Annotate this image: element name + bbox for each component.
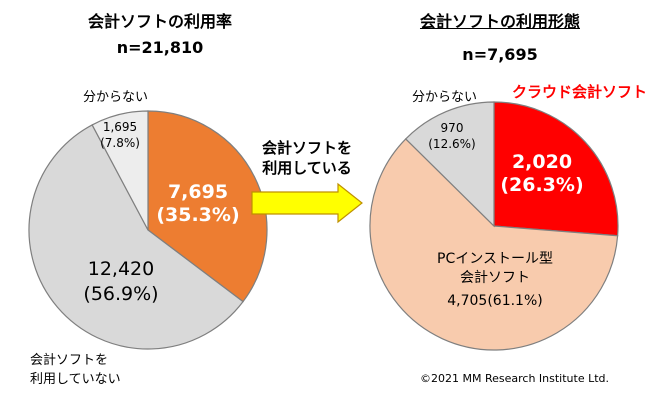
copyright: ©2021 MM Research Institute Ltd. xyxy=(420,372,609,385)
right-unknown-value: 970 xyxy=(422,121,482,136)
left-chart-title: 会計ソフトの利用率 xyxy=(60,8,260,32)
right-unknown-percent: (12.6%) xyxy=(422,137,482,152)
left-notusing-label-line1: 会計ソフトを xyxy=(30,353,108,369)
left-chart-n: n=21,810 xyxy=(60,38,260,57)
cloud-percent: (26.3%) xyxy=(492,173,592,197)
left-using-value: 7,695 xyxy=(148,180,248,204)
usage-type-pie xyxy=(370,102,618,350)
left-using-percent: (35.3%) xyxy=(148,203,248,227)
pc-install-label-line1: PCインストール型 xyxy=(430,250,560,268)
pc-install-value: 4,705(61.1%) xyxy=(420,292,570,310)
cloud-highlight-label: クラウド会計ソフト xyxy=(512,81,647,102)
usage-rate-pie xyxy=(29,111,267,349)
cloud-value: 2,020 xyxy=(492,150,592,174)
pc-install-label-line2: 会計ソフト xyxy=(430,269,560,287)
right-unknown-label: 分からない xyxy=(412,90,477,106)
left-unknown-percent: (7.8%) xyxy=(92,136,148,151)
right-chart-title: 会計ソフトの利用形態 xyxy=(400,8,600,32)
arrow-icon xyxy=(252,184,362,222)
arrow-label-line2: 利用している xyxy=(252,158,362,178)
left-notusing-label-line2: 利用していない xyxy=(30,372,121,388)
right-chart-n: n=7,695 xyxy=(400,45,600,64)
arrow-label-line1: 会計ソフトを xyxy=(252,138,362,158)
left-unknown-value: 1,695 xyxy=(92,120,148,135)
left-notusing-value: 12,420 xyxy=(66,257,176,281)
left-unknown-label: 分からない xyxy=(83,90,148,106)
left-notusing-percent: (56.9%) xyxy=(66,282,176,306)
